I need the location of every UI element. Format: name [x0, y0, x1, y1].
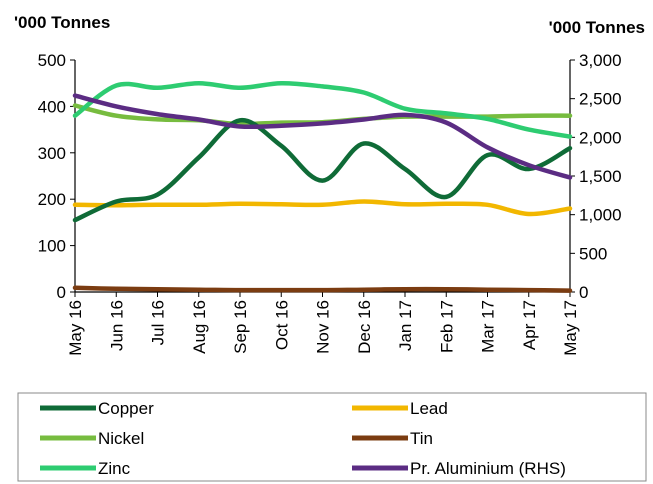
x-tick-label: Sep 16 [231, 300, 250, 354]
right-tick-label: 1,000 [579, 206, 622, 225]
legend-label-pr-aluminium-rhs: Pr. Aluminium (RHS) [410, 459, 566, 478]
left-tick-label: 500 [38, 51, 66, 70]
x-tick-label: Jul 16 [149, 300, 168, 345]
series-line-tin [72, 285, 573, 293]
legend-label-zinc: Zinc [98, 459, 131, 478]
x-tick-label: Nov 16 [314, 300, 333, 354]
left-axis-title: '000 Tonnes [14, 13, 110, 32]
legend-label-lead: Lead [410, 399, 448, 418]
right-tick-label: 500 [579, 244, 607, 263]
x-tick-label: Dec 16 [355, 300, 374, 354]
left-tick-label: 100 [38, 237, 66, 256]
right-tick-label: 2,500 [579, 90, 622, 109]
series-line-copper [72, 118, 573, 223]
x-tick-label: Jan 17 [396, 300, 415, 351]
series-lines [72, 80, 573, 293]
x-tick-label: Feb 17 [437, 300, 456, 353]
series-line-zinc [72, 80, 573, 139]
legend-box [17, 392, 647, 482]
axes: 0 100 200 300 400 500 0 500 1,000 1,500 2,000 2,500… [38, 51, 622, 356]
legend-label-tin: Tin [410, 429, 433, 448]
x-tick-label: Apr 17 [520, 300, 539, 350]
left-tick-label: 300 [38, 144, 66, 163]
right-tick-label: 3,000 [579, 51, 622, 70]
left-tick-label: 0 [57, 283, 66, 302]
legend: Copper Lead Nickel Tin Zinc Pr. Aluminium (RH… [40, 399, 566, 478]
right-tick-label: 0 [579, 283, 588, 302]
legend-label-nickel: Nickel [98, 429, 144, 448]
x-tick-label: Jun 16 [107, 300, 126, 351]
x-tick-label: May 17 [561, 300, 580, 356]
right-axis-title: '000 Tonnes [549, 18, 645, 37]
series-line-lead [72, 199, 573, 217]
right-tick-label: 1,500 [579, 167, 622, 186]
x-tick-label: Oct 16 [272, 300, 291, 350]
x-tick-label: May 16 [66, 300, 85, 356]
x-tick-label: Aug 16 [190, 300, 209, 354]
legend-label-copper: Copper [98, 399, 154, 418]
series-line-pr-aluminium-rhs [72, 93, 573, 180]
left-tick-label: 400 [38, 97, 66, 116]
x-tick-label: Mar 17 [479, 300, 498, 353]
left-tick-label: 200 [38, 190, 66, 209]
right-tick-label: 2,000 [579, 128, 622, 147]
